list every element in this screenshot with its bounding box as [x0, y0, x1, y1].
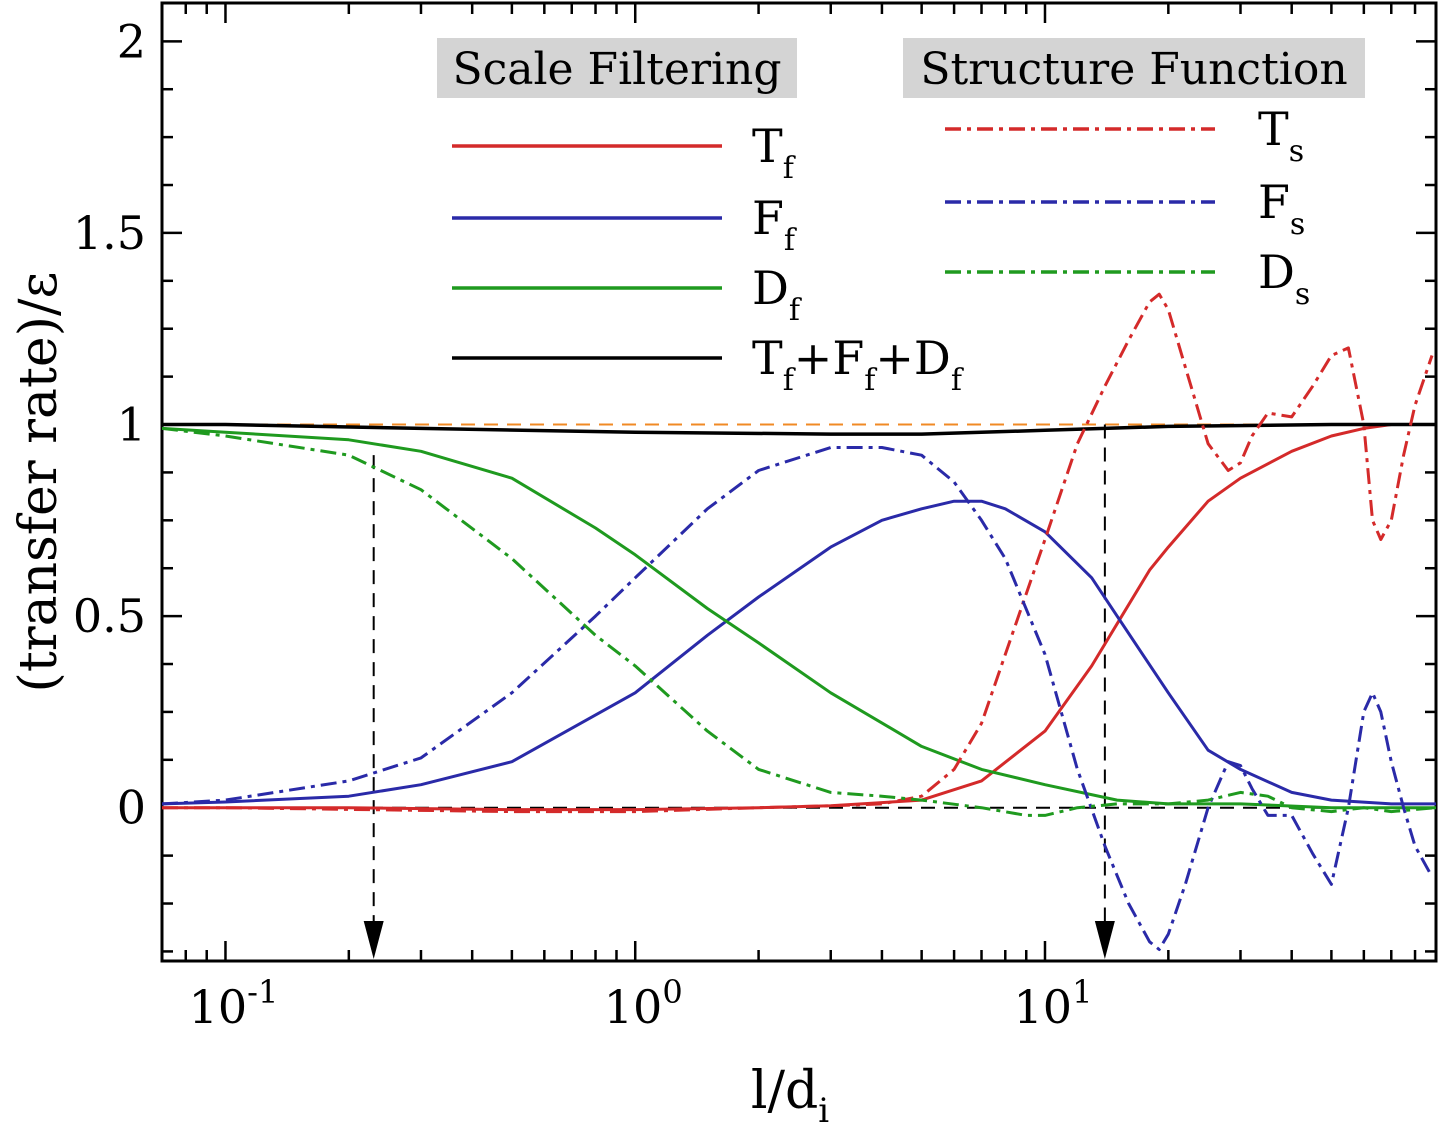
x-axis-label: l/di: [751, 1061, 829, 1129]
y-tick-label: 1: [117, 398, 146, 452]
plot-frame: [160, 1, 1438, 963]
reference-lines: [162, 423, 1436, 809]
series-line-d-f: [162, 426, 1436, 810]
series-line-f-f: [162, 499, 1436, 806]
y-axis-label: (transfer rate)/ε: [9, 272, 69, 693]
legend-header-structure-function: Structure Function: [920, 44, 1347, 95]
y-tick-label: 0.5: [73, 589, 146, 643]
x-tick-labels: 10-1 100 101: [189, 973, 1093, 1034]
arrow-head: [1094, 921, 1115, 959]
legend-label: Df: [752, 261, 802, 328]
x-tick-label: 101: [1014, 973, 1093, 1034]
legend-label: Ds: [1258, 245, 1310, 312]
y-tick-label: 1.5: [73, 206, 146, 260]
legend-header-scale-filtering: Scale Filtering: [452, 44, 781, 95]
series-line-t-f: [162, 423, 1436, 812]
legend-label: Tf: [752, 119, 796, 186]
legend-group-scale-filtering: Scale Filtering: [437, 38, 797, 98]
series-lines: [162, 292, 1436, 951]
legend-label: Ff: [752, 191, 797, 258]
y-tick-label: 2: [117, 14, 146, 68]
legend-header-bg: [437, 38, 797, 98]
legend-label: Fs: [1258, 175, 1305, 242]
y-tick-label: 0: [117, 781, 146, 835]
legend-label-sum: Tf+Ff+Df: [752, 331, 964, 398]
series-line-d-s: [162, 426, 1436, 817]
legend-group-structure-function: Structure Function: [903, 38, 1365, 98]
series-line-t-f-d-f: [162, 422, 1436, 436]
arrows: [363, 424, 1115, 959]
legend-label: Ts: [1258, 102, 1304, 169]
series-line-f-s: [162, 446, 1434, 951]
y-tick-labels: 0 0.5 1 1.5 2: [73, 14, 146, 834]
arrow-head: [363, 921, 384, 959]
axis-ticks: [160, 3, 1438, 961]
x-tick-label: 100: [604, 973, 683, 1034]
x-tick-label: 10-1: [189, 973, 279, 1034]
legend-header-bg: [903, 38, 1365, 98]
